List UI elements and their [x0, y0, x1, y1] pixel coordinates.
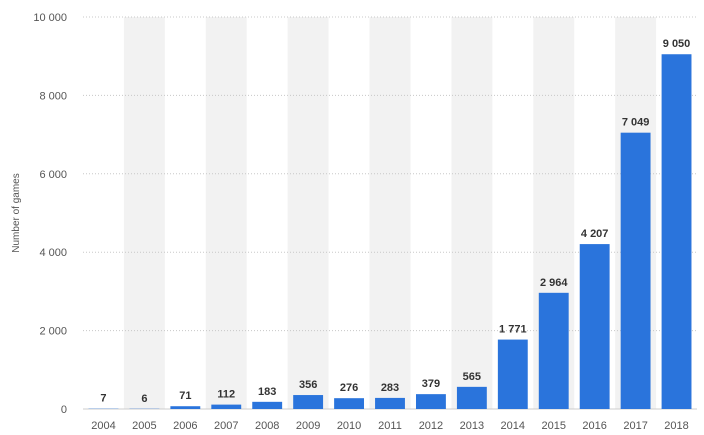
- x-tick-label: 2006: [173, 420, 197, 432]
- x-tick-label: 2008: [255, 420, 279, 432]
- data-label: 6: [141, 393, 147, 405]
- bar: [538, 292, 569, 409]
- bar: [497, 339, 528, 409]
- background-band: [369, 17, 411, 409]
- x-tick-label: 2007: [214, 420, 238, 432]
- background-band: [205, 17, 247, 409]
- x-tick-label: 2017: [623, 420, 647, 432]
- x-tick-label: 2011: [378, 420, 402, 432]
- bar: [661, 54, 692, 410]
- background-band: [287, 17, 329, 409]
- data-labels: 7 6 71 112 183 356 276 283 379 565 1 771 2 964 4 207…: [100, 38, 690, 405]
- x-tick-label: 2014: [501, 420, 525, 432]
- data-label: 9 050: [663, 38, 691, 50]
- y-tick-label: 6 000: [39, 169, 67, 181]
- y-tick-label: 10 000: [33, 12, 67, 24]
- data-label: 4 207: [581, 228, 609, 240]
- data-label: 71: [179, 390, 191, 402]
- bar: [211, 404, 242, 409]
- data-label: 2 964: [540, 277, 568, 289]
- bar: [293, 395, 324, 409]
- data-label: 112: [217, 389, 235, 401]
- x-tick-label: 2016: [582, 420, 606, 432]
- bar: [375, 397, 405, 409]
- data-label: 565: [463, 371, 481, 383]
- y-tick-label: 8 000: [39, 90, 67, 102]
- data-label: 183: [258, 386, 276, 398]
- y-tick-label: 4 000: [39, 247, 67, 259]
- data-label: 7 049: [622, 117, 650, 129]
- bar: [415, 394, 446, 409]
- bar: [170, 406, 201, 409]
- x-tick-label: 2018: [664, 420, 688, 432]
- data-label: 356: [299, 379, 317, 391]
- y-axis-title: Number of games: [11, 173, 22, 252]
- x-tick-label: 2013: [460, 420, 484, 432]
- data-label: 276: [340, 382, 358, 394]
- x-tick-label: 2009: [296, 420, 320, 432]
- data-label: 1 771: [499, 324, 527, 336]
- bar: [579, 244, 610, 409]
- bars: [88, 54, 692, 410]
- data-label: 7: [100, 393, 106, 405]
- background-bands: [123, 17, 657, 409]
- x-tick-label: 2012: [419, 420, 443, 432]
- y-axis-ticks: 0 2 000 4 000 6 000 8 000 10 000: [33, 12, 67, 416]
- bar: [456, 386, 487, 409]
- background-band: [123, 17, 165, 409]
- x-tick-label: 2015: [541, 420, 565, 432]
- x-axis-ticks: 2004 2005 2006 2007 2008 2009 2010 2011 2012 2013…: [91, 420, 689, 432]
- x-tick-label: 2004: [91, 420, 115, 432]
- bar: [620, 132, 651, 409]
- y-tick-label: 2 000: [39, 326, 67, 338]
- bar: [252, 401, 283, 409]
- x-tick-label: 2010: [337, 420, 361, 432]
- background-band: [451, 17, 493, 409]
- data-label: 283: [381, 382, 399, 394]
- data-label: 379: [422, 378, 440, 390]
- y-tick-label: 0: [61, 404, 67, 416]
- x-tick-label: 2005: [132, 420, 156, 432]
- bar: [334, 398, 365, 409]
